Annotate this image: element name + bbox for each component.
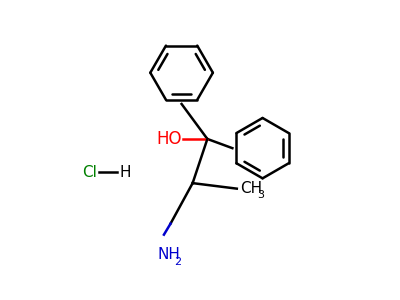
Text: HO: HO — [156, 130, 182, 148]
Text: NH: NH — [158, 248, 180, 262]
Text: CH: CH — [240, 181, 262, 196]
Text: Cl: Cl — [82, 165, 97, 180]
Text: 3: 3 — [257, 190, 264, 200]
Text: H: H — [119, 165, 130, 180]
Text: 2: 2 — [175, 256, 182, 266]
